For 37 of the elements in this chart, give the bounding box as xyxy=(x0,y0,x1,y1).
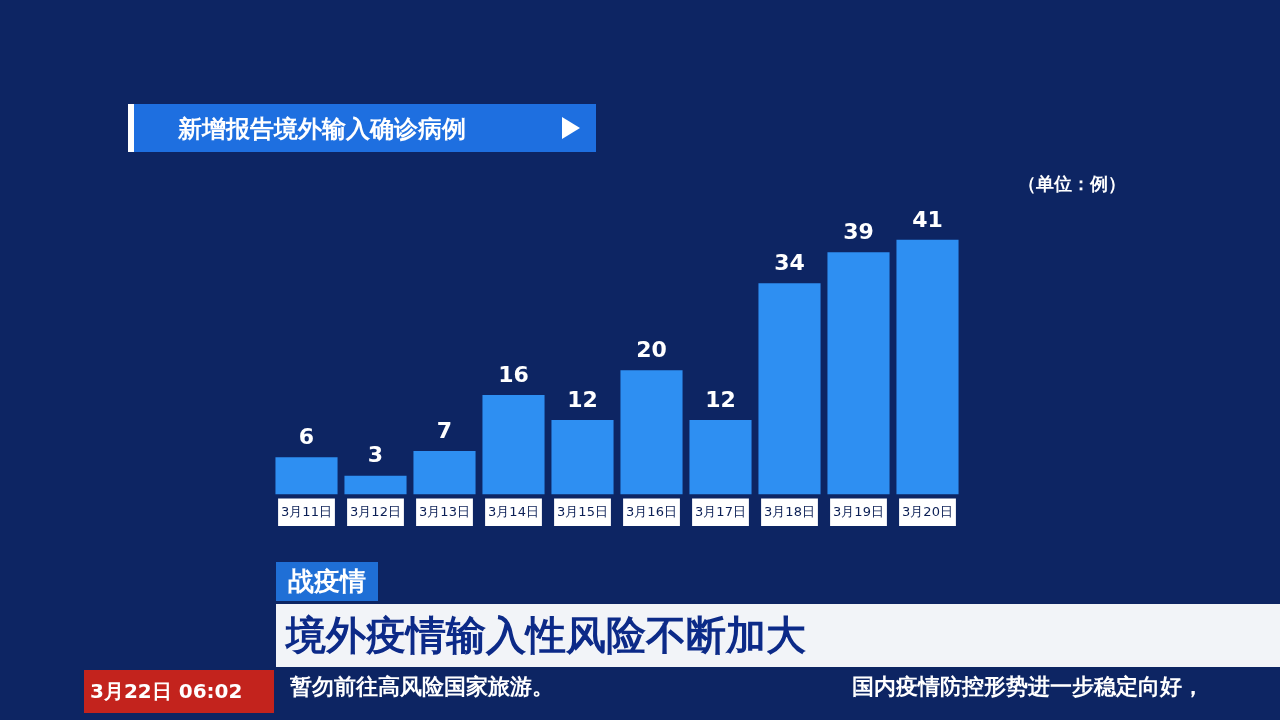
bar xyxy=(344,475,407,495)
data-label: 12 xyxy=(705,386,736,412)
x-tick-label: 3月18日 xyxy=(764,503,815,519)
data-label: 41 xyxy=(912,206,943,232)
data-label: 3 xyxy=(367,442,384,468)
text: 3月22日 06:02 xyxy=(84,670,274,713)
bar xyxy=(827,252,890,495)
chart-title: 新增报告境外输入确诊病例 xyxy=(128,104,596,152)
bar xyxy=(275,457,338,495)
bar xyxy=(758,283,821,495)
x-tick-label: 3月13日 xyxy=(419,503,470,519)
x-tick-label: 3月14日 xyxy=(488,503,539,519)
bar xyxy=(896,239,959,495)
data-label: 7 xyxy=(436,417,453,443)
bar xyxy=(482,395,545,495)
data-label: 16 xyxy=(498,361,529,387)
text: （单位：例） xyxy=(1018,172,1126,196)
data-label: 12 xyxy=(567,386,598,412)
text: 境外疫情输入性风险不断加大 xyxy=(276,604,1280,667)
x-tick-label: 3月15日 xyxy=(557,503,608,519)
bar xyxy=(413,450,476,495)
data-label: 39 xyxy=(843,218,874,244)
text: 暂勿前往高风险国家旅游。 xyxy=(290,673,554,701)
x-tick-label: 3月19日 xyxy=(833,503,884,519)
text: 战疫情 xyxy=(276,562,378,601)
x-tick-label: 3月17日 xyxy=(695,503,746,519)
text: 国内疫情防控形势进一步稳定向好， xyxy=(852,673,1204,701)
x-tick-label: 3月16日 xyxy=(626,503,677,519)
x-tick-label: 3月12日 xyxy=(350,503,401,519)
data-label: 6 xyxy=(298,423,315,449)
data-label: 20 xyxy=(636,336,667,362)
bar xyxy=(689,419,752,495)
bar xyxy=(551,419,614,495)
x-tick-label: 3月11日 xyxy=(281,503,332,519)
bar xyxy=(620,370,683,495)
x-tick-label: 3月20日 xyxy=(902,503,953,519)
data-label: 34 xyxy=(774,250,805,276)
